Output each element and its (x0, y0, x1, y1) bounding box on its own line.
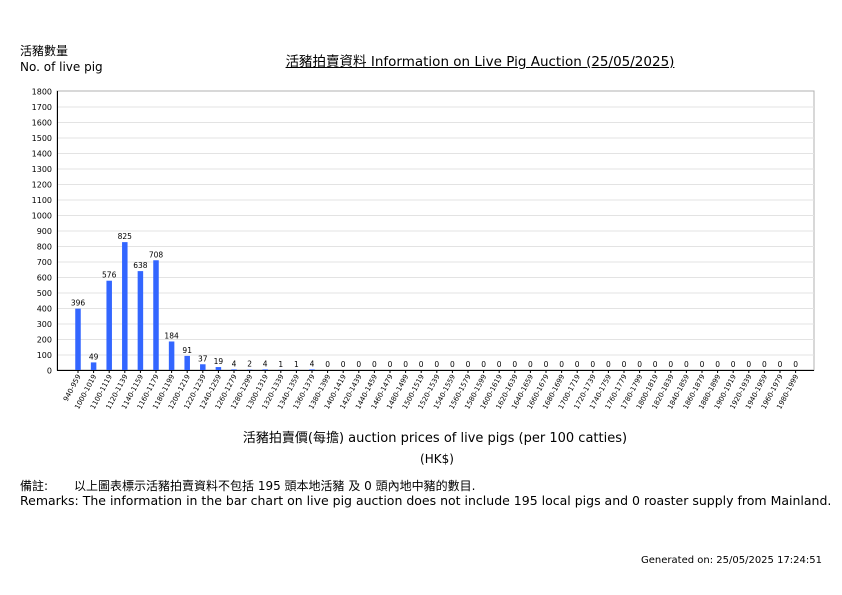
bar-chart: 0100200300400500600700800900100011001200… (32, 88, 815, 411)
generated-timestamp: Generated on: 25/05/2025 17:24:51 (641, 555, 822, 566)
bar (262, 369, 268, 370)
data-label: 708 (149, 250, 164, 259)
remark-zh-label: 備註: (20, 479, 49, 493)
y-tick-label: 500 (37, 289, 52, 298)
data-label: 4 (310, 359, 315, 368)
data-label: 0 (575, 360, 580, 369)
chart-title-wrap: 活豬拍賣資料 Information on Live Pig Auction (… (0, 50, 842, 70)
data-label: 0 (668, 360, 673, 369)
y-tick-label: 600 (37, 274, 52, 283)
data-label: 0 (700, 360, 705, 369)
x-axis-title: 活豬拍賣價(每擔) auction prices of live pigs (p… (242, 431, 628, 446)
y-tick-label: 900 (37, 227, 52, 236)
data-label: 4 (232, 359, 237, 368)
y-tick-label: 1400 (32, 150, 52, 159)
y-tick-label: 800 (37, 243, 52, 252)
data-label: 0 (684, 360, 689, 369)
bar (106, 280, 112, 370)
data-label: 638 (133, 261, 148, 270)
bar (137, 271, 144, 370)
y-tick-label: 1100 (32, 196, 52, 205)
data-label: 825 (118, 232, 133, 241)
data-label: 91 (182, 346, 192, 355)
y-tick-label: 700 (37, 258, 52, 267)
bar (153, 260, 159, 370)
bar (215, 367, 222, 370)
bar (309, 369, 315, 370)
data-label: 184 (164, 331, 179, 340)
data-label: 0 (497, 360, 502, 369)
data-label: 0 (653, 360, 658, 369)
data-label: 0 (590, 360, 595, 369)
data-label: 49 (89, 352, 99, 361)
data-label: 0 (341, 360, 346, 369)
y-tick-label: 1200 (32, 181, 52, 190)
bar (231, 369, 237, 370)
data-label: 0 (372, 360, 377, 369)
data-label: 0 (715, 360, 720, 369)
y-tick-label: 1700 (32, 103, 52, 112)
y-axis-label-zh: 活豬數量 (20, 44, 69, 58)
bar (200, 364, 206, 370)
data-label: 37 (198, 354, 208, 363)
data-label: 0 (325, 360, 330, 369)
data-label: 0 (528, 360, 533, 369)
data-label: 0 (356, 360, 361, 369)
y-tick-label: 1800 (32, 88, 52, 97)
y-tick-label: 1600 (32, 119, 52, 128)
data-label: 0 (466, 360, 471, 369)
y-tick-label: 400 (37, 305, 52, 314)
bar (168, 341, 175, 370)
y-tick-label: 300 (37, 320, 52, 329)
data-label: 1 (278, 360, 283, 369)
currency-unit: (HK$) (420, 452, 454, 466)
bar (184, 355, 190, 370)
remark-zh-text: 以上圖表標示活豬拍賣資料不包括 195 頭本地活豬 及 0 頭內地中豬的數目. (74, 479, 476, 493)
chart-title: 活豬拍賣資料 Information on Live Pig Auction (… (285, 54, 675, 70)
remark-zh: 備註: 以上圖表標示活豬拍賣資料不包括 195 頭本地活豬 及 0 頭內地中豬的數… (20, 477, 475, 494)
y-axis-label: 活豬數量 No. of live pig (20, 43, 103, 75)
y-tick-label: 0 (47, 367, 52, 376)
data-label: 0 (637, 360, 642, 369)
bar (90, 362, 97, 370)
data-label: 19 (214, 357, 224, 366)
data-label: 0 (778, 360, 783, 369)
y-axis-label-en: No. of live pig (20, 60, 103, 74)
y-tick-label: 100 (37, 351, 52, 360)
remark-en: Remarks: The information in the bar char… (20, 493, 832, 508)
data-label: 576 (102, 271, 117, 280)
bar (75, 308, 81, 370)
data-label: 0 (434, 360, 439, 369)
data-label: 0 (388, 360, 393, 369)
data-label: 0 (559, 360, 564, 369)
y-tick-label: 1500 (32, 134, 52, 143)
y-tick-label: 1000 (32, 212, 52, 221)
bar (122, 242, 128, 370)
data-label: 0 (419, 360, 424, 369)
data-label: 0 (512, 360, 517, 369)
data-label: 0 (481, 360, 486, 369)
data-label: 0 (731, 360, 736, 369)
data-label: 0 (762, 360, 767, 369)
data-label: 0 (606, 360, 611, 369)
data-label: 0 (746, 360, 751, 369)
data-label: 0 (403, 360, 408, 369)
data-label: 1 (294, 360, 299, 369)
data-label: 0 (450, 360, 455, 369)
data-label: 0 (622, 360, 627, 369)
y-tick-label: 1300 (32, 165, 52, 174)
data-label: 4 (263, 359, 268, 368)
data-label: 2 (247, 360, 252, 369)
data-label: 396 (71, 299, 86, 308)
data-label: 0 (793, 360, 798, 369)
y-tick-label: 200 (37, 336, 52, 345)
data-label: 0 (544, 360, 549, 369)
